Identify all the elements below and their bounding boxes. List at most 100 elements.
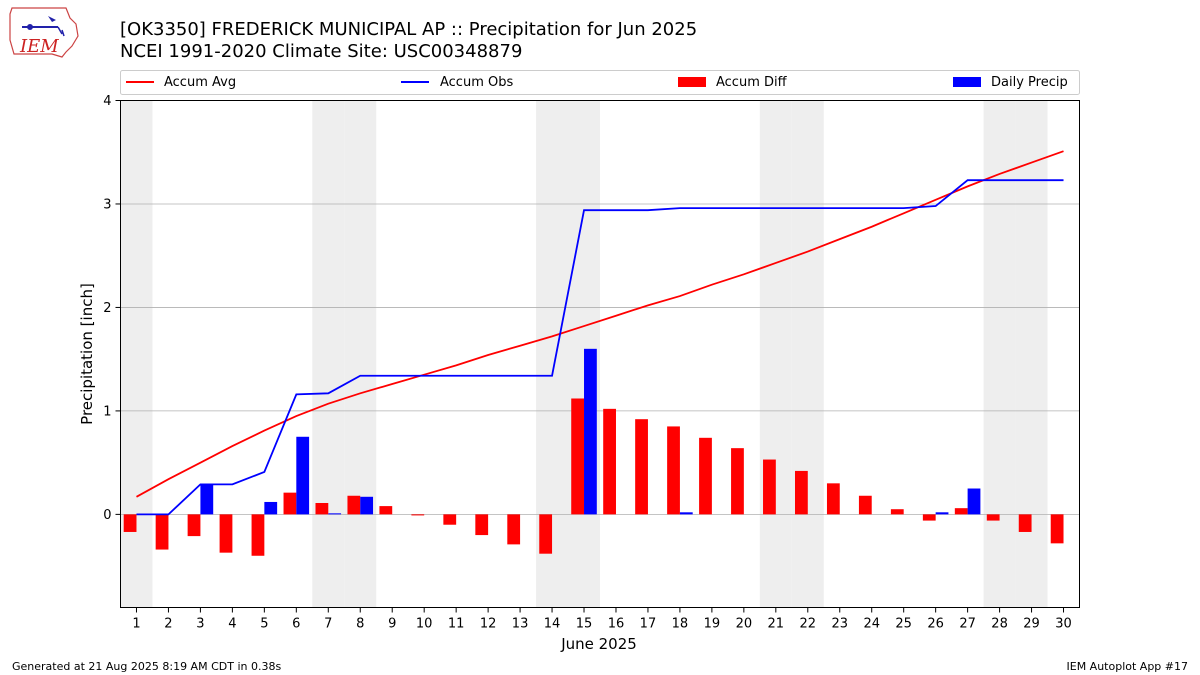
bar-accum-diff-21 <box>763 459 776 515</box>
x-axis: 1 2 3 4 5 6 7 8 9 10 11 12 13 14 15 16 17 18 19 20 21 22 23 24 2… <box>132 607 1072 632</box>
bar-accum-diff-6 <box>283 492 297 515</box>
chart-subtitle: NCEI 1991-2020 Climate Site: USC00348879 <box>120 41 522 62</box>
bar-accum-diff-18 <box>667 426 680 515</box>
weekend-band-22 <box>791 100 824 608</box>
x-tick-label-18: 18 <box>672 617 689 632</box>
x-tick-label-10: 10 <box>416 617 433 632</box>
x-tick-label-19: 19 <box>704 617 721 632</box>
legend-item-accum-avg: Accum Avg <box>126 75 236 90</box>
bars-layer <box>123 348 1064 556</box>
bar-accum-diff-19 <box>699 437 712 515</box>
x-tick-label-21: 21 <box>768 617 785 632</box>
x-tick-label-8: 8 <box>356 617 364 632</box>
y-tick-label-3: 3 <box>103 197 111 212</box>
x-tick-label-2: 2 <box>164 617 172 632</box>
x-tick-label-12: 12 <box>480 617 497 632</box>
lines-layer <box>136 150 1064 516</box>
x-tick-label-23: 23 <box>831 617 848 632</box>
bar-accum-diff-16 <box>603 408 616 515</box>
bar-accum-diff-9 <box>379 506 393 515</box>
legend-label-accum-diff: Accum Diff <box>716 75 788 90</box>
y-tick-label-1: 1 <box>103 404 111 419</box>
bar-daily-precip-18 <box>679 512 693 515</box>
x-tick-label-22: 22 <box>800 617 817 632</box>
x-tick-label-20: 20 <box>736 617 753 632</box>
x-tick-label-29: 29 <box>1023 617 1040 632</box>
line-accum-avg <box>136 150 1064 498</box>
bar-daily-precip-3 <box>200 484 214 515</box>
weekend-band-8 <box>344 100 377 608</box>
legend-item-accum-obs: Accum Obs <box>401 75 513 90</box>
bar-daily-precip-26 <box>935 512 949 515</box>
x-tick-label-3: 3 <box>196 617 204 632</box>
bar-daily-precip-7 <box>328 513 342 515</box>
bar-accum-diff-8 <box>347 495 361 515</box>
x-tick-label-6: 6 <box>292 617 300 632</box>
bar-daily-precip-8 <box>360 496 374 515</box>
x-tick-label-26: 26 <box>927 617 944 632</box>
bar-accum-diff-29 <box>1018 514 1032 532</box>
x-tick-label-24: 24 <box>863 617 880 632</box>
bar-daily-precip-27 <box>967 488 981 515</box>
legend-item-daily-precip: Daily Precip <box>953 75 1068 90</box>
bar-accum-diff-13 <box>507 514 521 545</box>
chart-title: [OK3350] FREDERICK MUNICIPAL AP :: Preci… <box>120 19 697 40</box>
bar-accum-diff-14 <box>539 514 553 554</box>
weekend-band-28 <box>983 100 1016 608</box>
bar-daily-precip-5 <box>264 501 278 515</box>
x-tick-label-13: 13 <box>512 617 529 632</box>
bar-daily-precip-15 <box>584 348 597 515</box>
legend: Accum Avg Accum Obs Accum Diff Daily Pre… <box>120 70 1080 95</box>
footer-generated: Generated at 21 Aug 2025 8:19 AM CDT in … <box>12 660 281 673</box>
weekend-band-7 <box>312 100 345 608</box>
bar-accum-diff-20 <box>731 448 744 515</box>
bar-daily-precip-6 <box>296 436 310 515</box>
legend-label-accum-avg: Accum Avg <box>164 75 236 90</box>
x-tick-label-11: 11 <box>448 617 465 632</box>
plot-frame <box>120 100 1080 608</box>
bar-accum-diff-27 <box>954 508 968 515</box>
y-axis: 0 1 2 3 4 <box>103 94 121 523</box>
legend-label-accum-obs: Accum Obs <box>440 75 513 90</box>
legend-label-daily-precip: Daily Precip <box>991 75 1068 90</box>
bar-accum-diff-11 <box>443 514 457 525</box>
bar-accum-diff-5 <box>251 514 265 556</box>
x-tick-label-30: 30 <box>1055 617 1072 632</box>
bar-accum-diff-22 <box>794 470 808 515</box>
legend-box <box>120 70 1080 95</box>
iowa-outline-icon <box>9 7 79 58</box>
bar-accum-diff-10 <box>411 514 425 516</box>
x-tick-label-7: 7 <box>324 617 332 632</box>
x-tick-label-15: 15 <box>576 617 593 632</box>
x-tick-label-16: 16 <box>608 617 625 632</box>
bar-accum-diff-12 <box>475 514 489 536</box>
bar-accum-diff-26 <box>922 514 936 521</box>
bar-accum-diff-3 <box>187 514 201 537</box>
x-tick-label-4: 4 <box>228 617 236 632</box>
x-tick-label-27: 27 <box>959 617 976 632</box>
x-axis-label: June 2025 <box>560 635 637 653</box>
iem-logo: IEM <box>9 7 79 58</box>
logo-text: IEM <box>19 36 59 57</box>
y-tick-label-4: 4 <box>103 94 111 109</box>
bar-accum-diff-23 <box>826 483 840 515</box>
bar-accum-diff-24 <box>858 495 872 515</box>
bar-accum-diff-1 <box>123 514 137 532</box>
y-axis-label: Precipitation [inch] <box>78 283 96 425</box>
bar-accum-diff-2 <box>155 514 169 550</box>
legend-swatch-daily-precip <box>953 77 981 87</box>
x-tick-label-9: 9 <box>388 617 396 632</box>
x-tick-label-14: 14 <box>544 617 561 632</box>
y-tick-label-0: 0 <box>103 508 111 523</box>
bar-accum-diff-15 <box>571 398 585 515</box>
x-tick-label-17: 17 <box>640 617 657 632</box>
bar-accum-diff-4 <box>219 514 233 553</box>
legend-item-accum-diff: Accum Diff <box>678 75 788 90</box>
bar-accum-diff-30 <box>1050 514 1064 544</box>
x-tick-label-1: 1 <box>132 617 140 632</box>
y-tick-label-2: 2 <box>103 301 111 316</box>
bar-accum-diff-28 <box>986 514 1000 521</box>
line-accum-obs <box>136 179 1064 516</box>
bar-accum-diff-25 <box>890 509 904 515</box>
